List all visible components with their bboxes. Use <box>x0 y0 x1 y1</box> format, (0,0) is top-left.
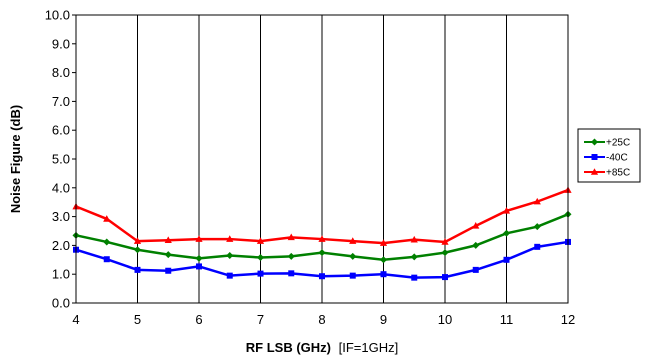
x-tick-labels: 4 5 6 7 8 9 10 11 12 <box>72 312 575 327</box>
x-axis-note: [IF=1GHz] <box>339 340 399 355</box>
data-point <box>165 267 172 274</box>
data-point <box>103 215 111 222</box>
data-point <box>442 274 448 281</box>
data-point <box>502 207 511 214</box>
legend-marker <box>591 138 598 146</box>
data-point <box>318 235 326 242</box>
data-point <box>379 239 388 246</box>
data-point <box>134 246 141 254</box>
data-point <box>503 229 510 237</box>
data-point <box>349 272 356 279</box>
data-point <box>164 251 172 259</box>
x-tick-label: 12 <box>561 312 575 327</box>
legend-entry: +85C <box>584 168 630 179</box>
y-tick-labels: 0.0 1.0 2.0 3.0 4.0 5.0 6.0 7.0 8.0 9.0 10.0 <box>45 8 70 311</box>
data-point <box>533 197 541 205</box>
legend-marker <box>590 168 599 175</box>
y-tick-label: 8.0 <box>52 65 70 80</box>
y-axis-label: Noise Figure (dB) <box>8 105 23 213</box>
data-point <box>256 237 265 244</box>
data-point <box>472 222 480 229</box>
y-tick-label: 10.0 <box>45 8 70 23</box>
data-point <box>226 251 234 259</box>
y-tick-label: 4.0 <box>52 180 70 195</box>
x-tick-label: 5 <box>134 312 141 327</box>
data-point <box>164 236 172 244</box>
data-point <box>472 241 480 249</box>
data-point <box>411 274 418 281</box>
data-point <box>257 253 264 261</box>
legend-box <box>577 128 641 183</box>
data-point <box>534 243 541 250</box>
plot-border <box>75 14 569 304</box>
series-1 <box>73 238 571 281</box>
data-point <box>257 270 264 277</box>
data-point <box>226 235 234 242</box>
x-tick-label: 10 <box>438 312 452 327</box>
data-point <box>472 266 479 273</box>
data-point <box>195 235 203 242</box>
x-tick-label: 9 <box>380 312 387 327</box>
x-axis-label: RF LSB (GHz) [IF=1GHz] <box>246 340 398 355</box>
x-tick-label: 6 <box>195 312 202 327</box>
legend-label: +25C <box>606 138 630 149</box>
data-point <box>195 254 203 262</box>
series-0 <box>72 210 572 264</box>
x-tick-label: 7 <box>257 312 264 327</box>
data-point <box>287 233 295 241</box>
y-tick-label: 2.0 <box>52 238 70 253</box>
y-tick-label: 5.0 <box>52 152 70 167</box>
data-point <box>103 238 111 246</box>
series-lines <box>72 186 572 281</box>
y-tick-label: 7.0 <box>52 94 70 109</box>
data-point <box>410 235 418 243</box>
legend-label: -40C <box>606 153 628 164</box>
y-tick-label: 6.0 <box>52 123 70 138</box>
legend-entry: +25C <box>584 138 630 149</box>
data-point <box>410 253 418 261</box>
y-tick-label: 9.0 <box>52 36 70 51</box>
y-tick-label: 0.0 <box>52 296 70 311</box>
data-point <box>349 237 357 244</box>
y-tick-label: 3.0 <box>52 209 70 224</box>
x-tick-label: 11 <box>500 312 514 327</box>
data-point <box>196 263 202 270</box>
data-point <box>319 273 325 280</box>
x-tick-label: 8 <box>318 312 325 327</box>
data-point <box>533 223 541 231</box>
data-point <box>103 256 110 263</box>
data-point <box>288 270 295 277</box>
data-point <box>441 249 449 257</box>
x-tick-label: 4 <box>72 312 79 327</box>
data-point <box>349 252 357 260</box>
data-point <box>287 252 295 260</box>
y-tick-label: 1.0 <box>52 267 70 282</box>
data-point <box>133 237 142 244</box>
legend: +25C -40C +85C <box>577 128 641 183</box>
legend-marker <box>591 154 598 160</box>
legend-label: +85C <box>606 168 630 179</box>
data-point <box>503 256 510 263</box>
data-point <box>226 272 233 279</box>
data-point <box>134 266 141 273</box>
legend-entry: -40C <box>584 153 628 164</box>
x-axis-title: RF LSB (GHz) <box>246 340 331 355</box>
data-point <box>380 271 387 278</box>
data-point <box>380 256 387 264</box>
data-point <box>441 238 449 245</box>
data-point <box>318 249 326 257</box>
series-2 <box>72 186 572 246</box>
